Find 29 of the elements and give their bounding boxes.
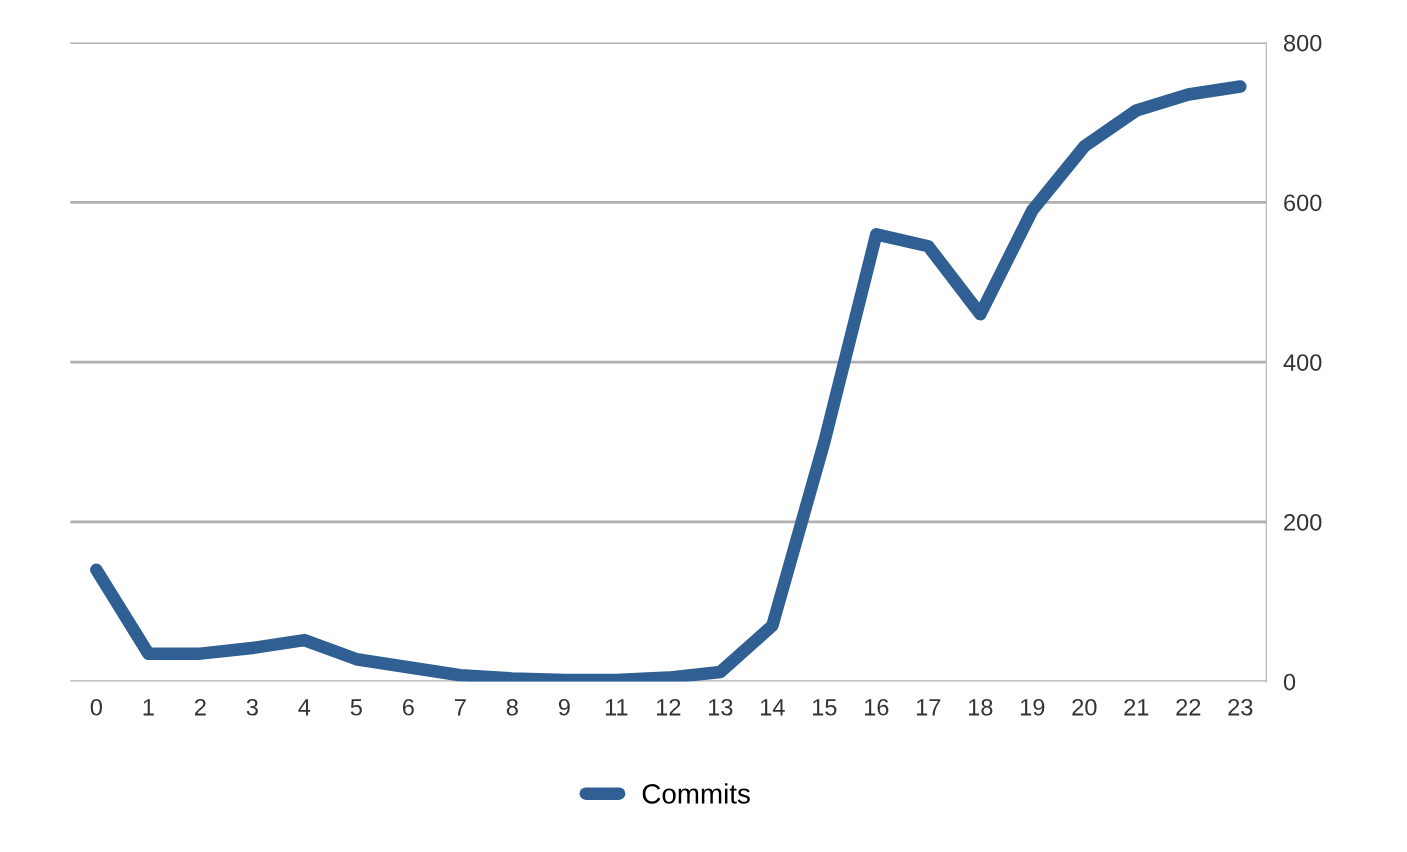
- legend-label: Commits: [642, 783, 750, 804]
- x-tick-label: 0: [90, 698, 102, 716]
- x-tick-label: 21: [1124, 698, 1149, 716]
- x-tick-label: 18: [968, 698, 993, 716]
- x-tick-label: 22: [1176, 698, 1201, 716]
- x-tick-label: 17: [916, 699, 941, 716]
- x-tick-label: 5: [350, 699, 362, 716]
- x-tick-label: 11: [605, 699, 628, 716]
- x-tick-label: 8: [506, 698, 518, 716]
- x-tick-label: 1: [143, 699, 154, 716]
- x-tick-label: 13: [708, 698, 733, 716]
- x-tick-label: 14: [760, 699, 785, 716]
- x-tick-label: 6: [402, 698, 414, 716]
- x-tick-label: 12: [657, 698, 681, 716]
- x-tick-label: 23: [1228, 698, 1253, 716]
- x-tick-label: 4: [298, 699, 311, 716]
- x-tick-label: 16: [864, 698, 889, 716]
- x-tick-label: 3: [246, 698, 258, 716]
- x-tick-label: 15: [812, 699, 837, 716]
- x-tick-label: 2: [194, 698, 206, 716]
- y-tick-label: 400: [1283, 354, 1322, 371]
- x-tick-label: 20: [1072, 698, 1097, 716]
- y-tick-label: 600: [1284, 194, 1322, 212]
- y-tick-label: 200: [1284, 513, 1322, 531]
- x-tick-label: 9: [558, 698, 570, 716]
- x-tick-label: 7: [454, 699, 466, 716]
- y-tick-label: 0: [1283, 673, 1296, 691]
- y-tick-label: 800: [1283, 34, 1322, 52]
- x-tick-label: 19: [1020, 698, 1045, 716]
